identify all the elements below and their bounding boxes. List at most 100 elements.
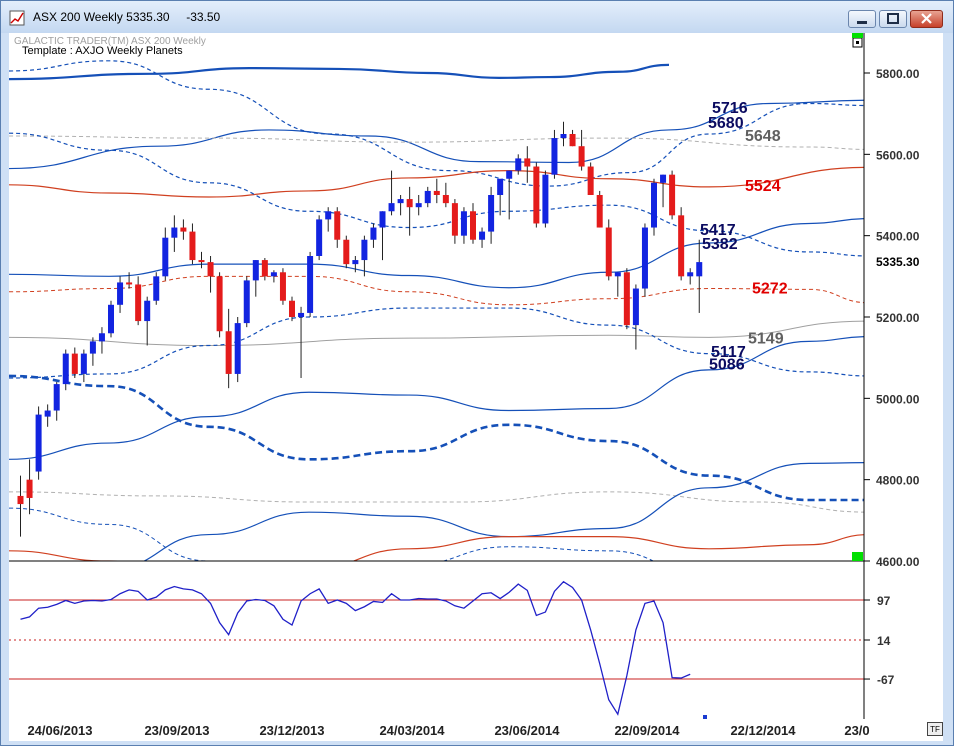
candle-body: [388, 203, 395, 212]
date-axis-panel: [9, 719, 943, 741]
planet-band-15: [9, 507, 655, 561]
candle-body: [660, 174, 667, 183]
indicator-line: [20, 580, 691, 716]
planet-band-3: [9, 60, 864, 187]
planet-band-1: [9, 63, 670, 81]
candle-body: [515, 158, 522, 171]
candle-body: [605, 227, 612, 277]
candle-body: [678, 215, 685, 277]
candle-body: [26, 479, 33, 498]
candle-body: [117, 282, 124, 305]
candle-body: [569, 134, 576, 147]
planet-band-14: [142, 462, 864, 561]
candle-body: [207, 262, 214, 277]
candle-body: [470, 211, 476, 240]
price-tick-label: 5000.00: [876, 392, 920, 406]
date-tick-label: 23/09/2013: [144, 723, 209, 738]
planet-band-13: [9, 491, 864, 513]
plot-background: [9, 33, 864, 719]
candle-body: [343, 239, 350, 265]
candle-body: [298, 312, 305, 317]
candle-body: [479, 231, 486, 240]
candle-body: [225, 331, 232, 374]
candle-body: [162, 237, 169, 277]
candle-body: [442, 195, 449, 204]
top-green-marker: [852, 33, 863, 38]
level-label-5117: 5117: [711, 344, 746, 361]
candle-body: [370, 227, 377, 240]
candle-body: [451, 203, 458, 236]
candle-body: [524, 158, 531, 167]
indicator-tick-label: 97: [877, 594, 891, 608]
candle-body: [460, 211, 467, 236]
date-tick-label: 24/06/2013: [27, 723, 92, 738]
candle-body: [587, 166, 594, 195]
candle-body: [406, 199, 413, 208]
candle-body: [35, 414, 42, 472]
candle-body: [261, 260, 268, 277]
candle-body: [325, 211, 332, 220]
maximize-button[interactable]: [879, 10, 907, 28]
candle-body: [234, 323, 241, 374]
planet-band-9: [9, 320, 864, 346]
planet-band-6: [9, 218, 864, 289]
top-corner-marker-dot: [856, 41, 859, 44]
candle-body: [180, 227, 187, 232]
candle-body: [71, 353, 78, 374]
level-label-5382: 5382: [702, 236, 738, 253]
candle-body: [144, 300, 151, 322]
candle-body: [17, 495, 24, 505]
price-tick-label: 5200.00: [876, 311, 920, 325]
planet-band-16: [9, 534, 864, 561]
candle-body: [289, 300, 295, 317]
candle-body: [89, 341, 96, 354]
planet-band-7: [9, 132, 864, 257]
candle-body: [189, 231, 196, 261]
candle-body: [397, 199, 404, 204]
close-button[interactable]: [910, 10, 943, 28]
indicator-tick-label: -67: [877, 673, 895, 687]
candle-body: [623, 272, 630, 326]
candle-body: [506, 170, 513, 179]
level-label-5086: 5086: [709, 356, 745, 373]
candle-body: [687, 272, 694, 277]
level-label-5648: 5648: [745, 128, 781, 145]
candle-body: [44, 410, 51, 417]
candle-body: [53, 384, 60, 411]
date-tick-label: 22/12/2014: [730, 723, 796, 738]
candle-body: [243, 280, 250, 324]
chart-app-icon: [9, 10, 25, 26]
candle-body: [334, 211, 341, 240]
title-bar: ASX 200 Weekly 5335.30 -33.50: [1, 1, 953, 33]
minimize-icon: [857, 21, 867, 24]
candle-body: [596, 195, 603, 228]
candle-body: [542, 174, 549, 224]
candle-body: [352, 260, 359, 265]
price-tick-label: 5400.00: [876, 230, 920, 244]
candle-body: [307, 256, 314, 313]
candle-body: [632, 288, 639, 326]
minimize-button[interactable]: [848, 10, 876, 28]
date-tick-label: 23/0: [844, 723, 869, 738]
candle-body: [424, 190, 431, 204]
candle-body: [279, 272, 286, 301]
close-icon: [921, 13, 932, 24]
planet-band-2: [9, 99, 864, 170]
candle-body: [560, 134, 567, 139]
planet-band-4: [9, 135, 864, 150]
template-label: Template : AXJO Weekly Planets: [22, 45, 183, 57]
candle-body: [361, 239, 368, 261]
candle-body: [98, 333, 105, 342]
planet-band-12: [9, 374, 864, 502]
candle-body: [696, 262, 703, 277]
price-tick-label: 4800.00: [876, 474, 920, 488]
candle-body: [578, 146, 585, 167]
candle-body: [216, 276, 223, 332]
bottom-green-marker: [852, 552, 863, 561]
candle-body: [497, 178, 504, 195]
candle-body: [126, 282, 133, 285]
planet-band-5: [9, 166, 864, 198]
chart-watermark: GALACTIC TRADER(TM) ASX 200 Weekly: [14, 36, 206, 47]
window-title: ASX 200 Weekly 5335.30 -33.50: [33, 10, 221, 24]
